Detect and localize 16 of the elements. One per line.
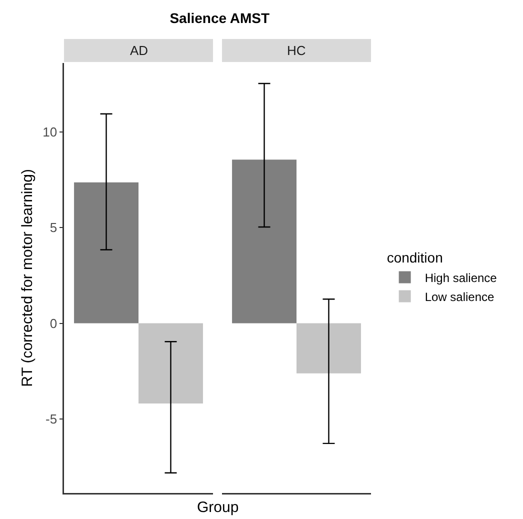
bar: [296, 323, 361, 374]
legend-title: condition: [386, 250, 443, 266]
y-tick-label: 0: [50, 316, 58, 331]
y-tick-label: 10: [42, 124, 58, 140]
bar: [232, 160, 296, 324]
y-axis-title: RT (corrected for motor learning): [19, 169, 36, 387]
legend-label: Low salience: [424, 290, 495, 304]
y-tick-label: 5: [50, 220, 58, 236]
y-tick-label: -5: [46, 411, 58, 426]
x-tick-label: AD: [130, 43, 148, 58]
x-axis-title: Group: [197, 499, 239, 516]
legend-label: High salience: [424, 270, 498, 285]
chart-title: Salience AMST: [170, 10, 270, 26]
bar: [138, 323, 203, 404]
bar: [74, 182, 138, 324]
x-tick-label: HC: [287, 43, 306, 58]
